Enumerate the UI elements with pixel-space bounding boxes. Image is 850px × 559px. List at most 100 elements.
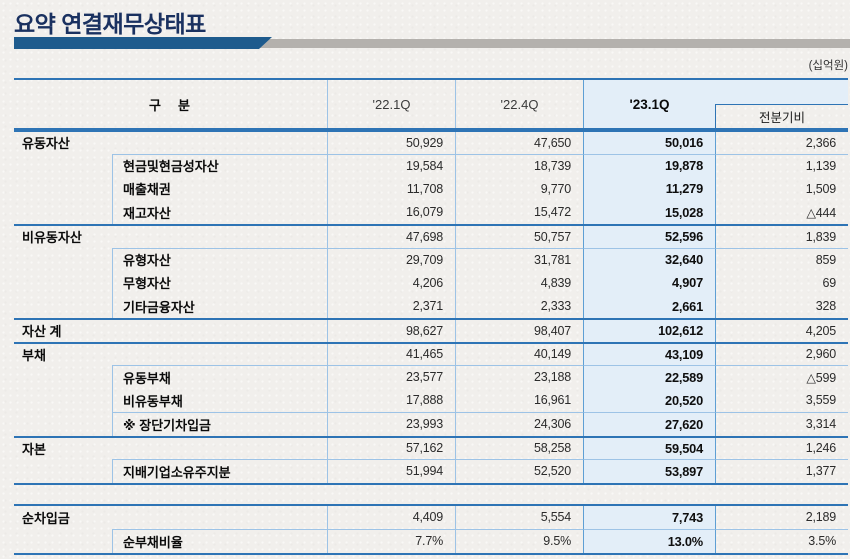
cell-22-4q: 24,306 — [455, 412, 583, 436]
indent-spacer — [14, 365, 112, 389]
cell-23-1q: 22,589 — [583, 365, 715, 389]
cell-23-1q: 52,596 — [583, 226, 715, 248]
row-label: 순부채비율 — [112, 529, 327, 553]
table-row: 순부채비율 7.7% 9.5% 13.0% 3.5% — [14, 529, 848, 553]
cell-22-4q: 40,149 — [455, 343, 583, 365]
cell-qoq: 69 — [715, 271, 848, 295]
cell-qoq: 328 — [715, 294, 848, 318]
cell-22-4q: 15,472 — [455, 200, 583, 224]
cell-qoq: 4,205 — [715, 320, 848, 342]
cell-qoq: 1,839 — [715, 226, 848, 248]
row-label: 기타금융자산 — [112, 294, 327, 318]
cell-23-1q: 19,878 — [583, 153, 715, 177]
row-label-cell: 유형자산 — [14, 247, 327, 272]
cell-22-1q: 11,708 — [327, 177, 455, 201]
row-label: 매출채권 — [112, 177, 327, 201]
cell-22-4q: 2,333 — [455, 294, 583, 318]
cell-22-1q: 23,577 — [327, 365, 455, 389]
table-row: 순차입금 4,409 5,554 7,743 2,189 — [14, 505, 848, 529]
indent-spacer — [14, 459, 112, 483]
cell-qoq: 3,314 — [715, 412, 848, 436]
cell-23-1q: 7,743 — [583, 505, 715, 529]
cell-22-1q: 57,162 — [327, 437, 455, 459]
cell-22-4q: 52,520 — [455, 459, 583, 483]
indent-spacer — [14, 154, 112, 178]
table-row: 유동부채 23,577 23,188 22,589 △599 — [14, 365, 848, 389]
cell-22-1q: 23,993 — [327, 412, 455, 436]
table-row: 비유동부채 17,888 16,961 20,520 3,559 — [14, 388, 848, 413]
cell-22-1q: 16,079 — [327, 200, 455, 224]
cell-22-4q: 4,839 — [455, 271, 583, 295]
cell-qoq: 1,509 — [715, 177, 848, 201]
row-label: 비유동자산 — [22, 230, 82, 246]
row-label: 재고자산 — [112, 200, 327, 224]
title-underline-bar — [14, 37, 850, 49]
indent-spacer — [14, 177, 112, 201]
row-label-cell: 비유동부채 — [14, 388, 327, 413]
row-label: 현금및현금성자산 — [112, 153, 327, 177]
cell-qoq: 3.5% — [715, 529, 848, 553]
cell-23-1q: 13.0% — [583, 529, 715, 553]
row-label-cell: 매출채권 — [14, 177, 327, 201]
balance-sheet-table: 구 분 '22.1Q '22.4Q '23.1Q 전분기비 유동자산 50,929… — [14, 78, 848, 485]
indent-spacer — [14, 248, 112, 272]
tables-area: 구 분 '22.1Q '22.4Q '23.1Q 전분기비 유동자산 50,929… — [14, 78, 848, 555]
cell-22-1q: 4,206 — [327, 271, 455, 295]
row-label-cell: 무형자산 — [14, 271, 327, 295]
row-label: 부채 — [22, 347, 46, 363]
cell-22-1q: 7.7% — [327, 529, 455, 553]
cell-23-1q: 20,520 — [583, 388, 715, 412]
net-debt-table: 순차입금 4,409 5,554 7,743 2,189 순부채비율 7.7% 9.5% 13.… — [14, 503, 848, 555]
indent-spacer — [14, 389, 112, 413]
cell-qoq: 2,366 — [715, 132, 848, 154]
table-row: 유형자산 29,709 31,781 32,640 859 — [14, 247, 848, 272]
cell-22-4q: 9,770 — [455, 177, 583, 201]
indent-spacer — [14, 271, 112, 295]
row-label-cell: 기타금융자산 — [14, 294, 327, 318]
table-row: 비유동자산 47,698 50,757 52,596 1,839 — [14, 224, 848, 248]
table-row: 지배기업소유주지분 51,994 52,520 53,897 1,377 — [14, 459, 848, 483]
cell-23-1q: 4,907 — [583, 271, 715, 295]
row-label-cell: 순부채비율 — [14, 529, 327, 553]
cell-22-1q: 4,409 — [327, 505, 455, 529]
header-qoq-highlight-band — [715, 80, 848, 104]
cell-23-1q: 50,016 — [583, 132, 715, 154]
cell-23-1q: 11,279 — [583, 177, 715, 201]
cell-qoq: 1,139 — [715, 153, 848, 177]
row-label: 유동자산 — [22, 136, 70, 152]
cell-22-4q: 18,739 — [455, 153, 583, 177]
header-row: 구 분 '22.1Q '22.4Q '23.1Q 전분기비 — [14, 80, 848, 130]
row-label: ※ 장단기차입금 — [112, 412, 327, 436]
row-label-cell: 지배기업소유주지분 — [14, 459, 327, 483]
cell-22-4q: 50,757 — [455, 226, 583, 248]
cell-22-4q: 5,554 — [455, 505, 583, 529]
indent-spacer — [14, 201, 112, 225]
cell-22-4q: 98,407 — [455, 320, 583, 342]
cell-23-1q: 102,612 — [583, 320, 715, 342]
cell-22-4q: 23,188 — [455, 365, 583, 389]
table-row: 기타금융자산 2,371 2,333 2,661 328 — [14, 294, 848, 318]
table-row: 현금및현금성자산 19,584 18,739 19,878 1,139 — [14, 153, 848, 178]
table-row: ※ 장단기차입금 23,993 24,306 27,620 3,314 — [14, 412, 848, 436]
row-label: 무형자산 — [112, 271, 327, 295]
row-label-cell: 현금및현금성자산 — [14, 153, 327, 178]
header-22-1q: '22.1Q — [327, 80, 455, 128]
cell-qoq: △444 — [715, 200, 848, 224]
cell-23-1q: 2,661 — [583, 294, 715, 318]
cell-qoq: 2,189 — [715, 505, 848, 529]
cell-22-4q: 16,961 — [455, 388, 583, 412]
header-22-4q: '22.4Q — [455, 80, 583, 128]
cell-qoq: 3,559 — [715, 388, 848, 412]
indent-spacer — [14, 529, 112, 553]
cell-qoq: 859 — [715, 247, 848, 271]
row-label-cell: 재고자산 — [14, 200, 327, 225]
table-row: 재고자산 16,079 15,472 15,028 △444 — [14, 200, 848, 225]
header-qoq-label: 전분기비 — [758, 111, 805, 125]
cell-22-1q: 17,888 — [327, 388, 455, 412]
cell-23-1q: 32,640 — [583, 247, 715, 271]
table-row: 자본 57,162 58,258 59,504 1,246 — [14, 435, 848, 459]
header-qoq-box: 전분기비 — [715, 104, 848, 128]
indent-spacer — [14, 412, 112, 436]
table-row: 무형자산 4,206 4,839 4,907 69 — [14, 271, 848, 295]
table-row: 매출채권 11,708 9,770 11,279 1,509 — [14, 177, 848, 201]
